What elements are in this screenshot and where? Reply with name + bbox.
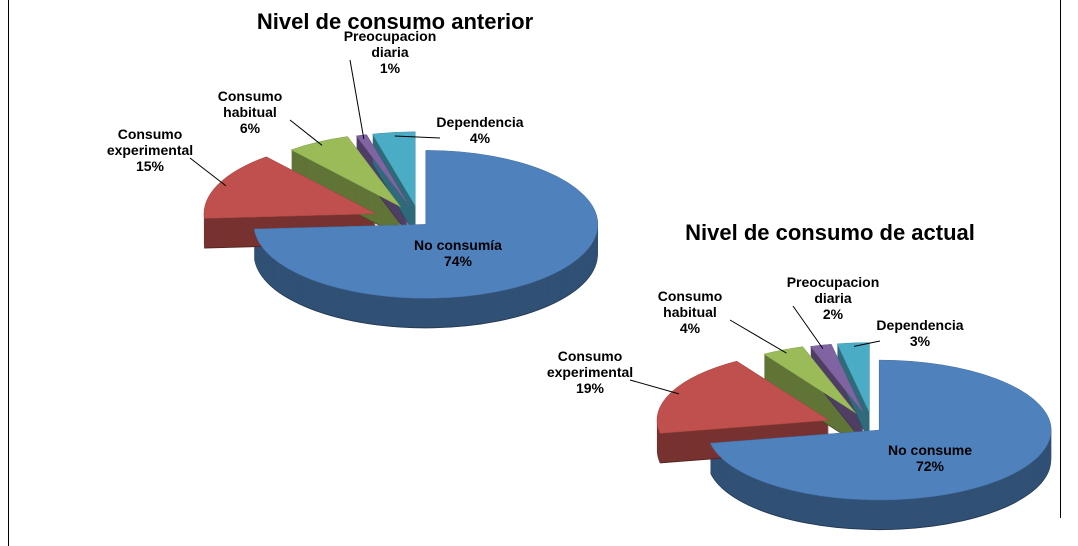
data-label-category: No consume xyxy=(887,442,972,458)
data-label-value: 15% xyxy=(135,158,165,174)
chart-title-text: Nivel de consumo anterior xyxy=(256,9,534,34)
leader-line xyxy=(349,59,365,139)
leader-line xyxy=(189,157,227,187)
data-label-value: 4% xyxy=(679,320,701,336)
data-label-value: 3% xyxy=(909,333,931,349)
data-label-category: Dependencia xyxy=(876,317,964,333)
data-label: Consumo experimental 19% xyxy=(530,348,650,396)
data-label: Preocupacion diaria 2% xyxy=(773,274,893,322)
data-label: Dependencia 3% xyxy=(860,317,980,349)
data-label-value: 19% xyxy=(575,380,605,396)
data-label: Dependencia 4% xyxy=(420,114,540,146)
data-label-category: Preocupacion diaria xyxy=(786,274,880,306)
data-label-category: Consumo habitual xyxy=(217,88,283,120)
slice xyxy=(709,359,1052,501)
slice xyxy=(372,131,416,207)
slice xyxy=(355,134,410,207)
chart-title: Nivel de consumo de actual xyxy=(685,220,975,246)
data-label: No consumía 74% xyxy=(398,237,518,269)
leader-line xyxy=(629,379,680,395)
data-label-value: 72% xyxy=(915,458,945,474)
leader-line xyxy=(729,319,787,354)
data-label: Preocupacion diaria 1% xyxy=(330,28,450,76)
slice xyxy=(203,156,377,219)
data-label-value: 4% xyxy=(469,130,491,146)
chart-title-text: Nivel de consumo de actual xyxy=(685,220,975,245)
data-label-category: No consumía xyxy=(414,237,502,253)
data-label-category: Preocupacion diaria xyxy=(343,28,437,60)
data-label-category: Dependencia xyxy=(436,114,524,130)
data-label-value: 1% xyxy=(379,60,401,76)
data-label: Consumo habitual 6% xyxy=(190,88,310,136)
slice xyxy=(763,346,857,414)
leader-line xyxy=(792,305,824,349)
data-label: Consumo habitual 4% xyxy=(630,288,750,336)
data-label: No consume 72% xyxy=(870,442,990,474)
slice xyxy=(253,150,599,299)
slice xyxy=(836,342,870,413)
data-label-category: Consumo experimental xyxy=(546,348,634,380)
frame xyxy=(8,0,1061,546)
leader-line xyxy=(289,119,323,146)
data-label: Consumo experimental 15% xyxy=(90,126,210,174)
data-label-category: Consumo experimental xyxy=(106,126,194,158)
data-label-value: 6% xyxy=(239,120,261,136)
slice xyxy=(656,360,830,434)
data-label-value: 2% xyxy=(822,306,844,322)
data-label-category: Consumo habitual xyxy=(657,288,723,320)
leader-line xyxy=(394,135,441,139)
chart-title: Nivel de consumo anterior xyxy=(257,9,533,35)
data-label-value: 74% xyxy=(443,253,473,269)
leader-line xyxy=(853,340,881,347)
